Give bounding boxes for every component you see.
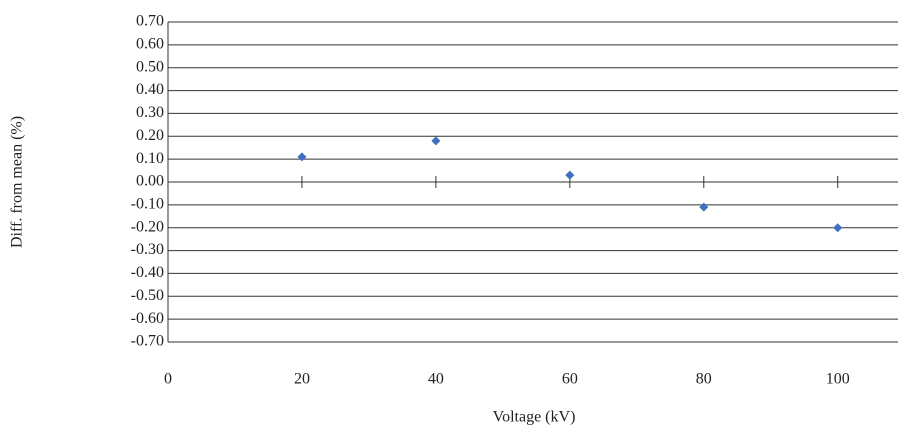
data-point	[833, 223, 843, 233]
y-tick-label: 0.60	[136, 36, 164, 53]
data-point	[431, 136, 441, 146]
y-tick-label: 0.00	[136, 173, 164, 190]
data-point	[565, 170, 575, 180]
x-tick-label: 20	[294, 371, 310, 388]
y-tick-label: 0.30	[136, 104, 164, 121]
y-tick-label: 0.20	[136, 127, 164, 144]
y-tick-label: 0.10	[136, 150, 164, 167]
data-point	[297, 152, 307, 162]
x-tick-label: 100	[826, 371, 850, 388]
x-tick-label: 60	[562, 371, 578, 388]
y-tick-label: -0.10	[131, 196, 164, 213]
y-tick-label: 0.40	[136, 81, 164, 98]
y-tick-label: 0.70	[136, 13, 164, 30]
y-axis-title: Diff. from mean (%)	[9, 116, 26, 248]
y-tick-label: -0.30	[131, 241, 164, 258]
y-tick-label: -0.60	[131, 310, 164, 327]
x-tick-label: 80	[696, 371, 712, 388]
y-tick-label: 0.50	[136, 58, 164, 75]
x-tick-label: 0	[164, 371, 172, 388]
y-tick-label: -0.70	[131, 333, 164, 350]
x-tick-label: 40	[428, 371, 444, 388]
y-tick-label: -0.50	[131, 287, 164, 304]
data-point	[699, 202, 709, 212]
y-tick-label: -0.40	[131, 264, 164, 281]
y-tick-label: -0.20	[131, 218, 164, 235]
x-axis-title: Voltage (kV)	[493, 409, 576, 426]
